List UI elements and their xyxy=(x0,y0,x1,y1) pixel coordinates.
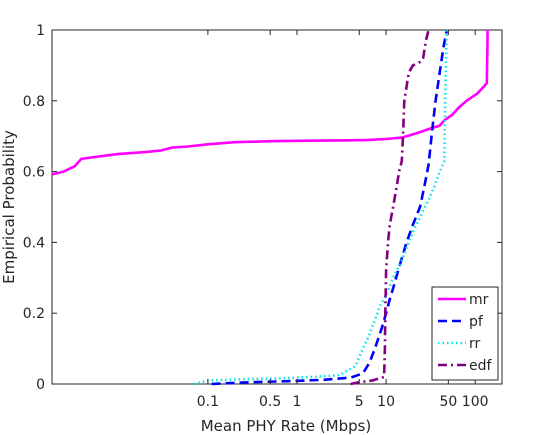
x-tick-label: 5 xyxy=(355,394,364,410)
y-axis-title: Empirical Probability xyxy=(0,130,18,284)
plot-area xyxy=(51,29,503,385)
x-tick-label: 100 xyxy=(462,394,489,410)
legend-label-mr: mr xyxy=(469,292,489,308)
y-tick-label: 0.6 xyxy=(23,165,45,181)
legend-label-edf: edf xyxy=(469,358,493,374)
series-line-pf xyxy=(211,29,449,386)
y-tick-label: 0.8 xyxy=(23,94,45,110)
y-tick-label: 0.4 xyxy=(23,235,45,251)
legend-label-pf: pf xyxy=(469,314,484,330)
x-axis-title: Mean PHY Rate (Mbps) xyxy=(201,417,372,435)
x-tick-label: 0.5 xyxy=(259,394,281,410)
x-tick-label: 10 xyxy=(377,394,395,410)
x-tick-label: 50 xyxy=(439,394,457,410)
ticks-layer: 0.1 0.5 1 5 10 50 100 0 0.2 0.4 0.6 0.8 1 xyxy=(23,23,502,410)
series-line-rr xyxy=(193,29,449,386)
axes-box xyxy=(51,29,503,385)
series-line-edf xyxy=(350,29,430,386)
y-tick-label: 1 xyxy=(36,23,45,39)
series-line-mr xyxy=(51,29,489,176)
y-tick-label: 0.2 xyxy=(23,306,45,322)
legend: mr pf rr edf xyxy=(431,286,499,381)
y-tick-label: 0 xyxy=(36,377,45,393)
x-tick-label: 0.1 xyxy=(197,394,219,410)
x-tick-label: 1 xyxy=(293,394,302,410)
series-layer xyxy=(51,29,489,386)
legend-label-rr: rr xyxy=(469,336,481,352)
